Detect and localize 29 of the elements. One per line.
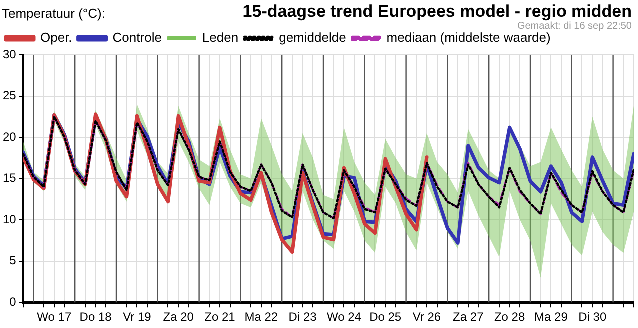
legend-label: Leden: [202, 30, 239, 46]
y-tick-label: 25: [2, 88, 17, 103]
x-tick-label: Zo 21: [204, 310, 236, 324]
legend-label: Oper.: [40, 30, 72, 46]
text: Gemaakt: di 16 sep 22:50: [517, 21, 632, 32]
y-tick-label: 30: [2, 47, 17, 62]
y-tick-label: 0: [10, 294, 17, 309]
x-tick-label: Di 30: [578, 310, 607, 324]
y-tick-label: 15: [2, 171, 17, 186]
x-tick-label: Wo 24: [326, 310, 362, 324]
y-tick-label: 5: [10, 254, 17, 268]
x-tick-label: Do 25: [370, 310, 402, 324]
y-tick-label: 20: [2, 130, 17, 144]
legend-label: gemiddelde: [279, 30, 346, 46]
x-tick-label: Vr 26: [412, 310, 442, 324]
x-tick-label: Za 27: [453, 310, 484, 324]
x-tick-label: Za 20: [163, 310, 194, 324]
x-tick-label: Ma 29: [534, 310, 568, 324]
chart-title: 15-daagse trend Europees model - regio midden: [242, 2, 632, 22]
x-tick-label: Do 18: [80, 310, 112, 324]
x-tick-label: Zo 28: [494, 310, 526, 324]
legend-label: mediaan (middelste waarde): [386, 30, 551, 46]
x-tick-label: Wo 17: [37, 310, 72, 324]
x-tick-label: Vr 19: [123, 310, 152, 324]
x-tick-label: Ma 22: [244, 310, 278, 324]
y-tick-label: 10: [2, 212, 17, 226]
x-tick-label: Di 23: [288, 310, 318, 324]
y-axis-title: Temperatuur (°C):: [2, 6, 106, 21]
legend-label: Controle: [112, 30, 162, 46]
